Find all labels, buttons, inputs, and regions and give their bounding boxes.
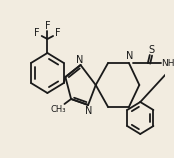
Text: S: S	[149, 45, 155, 55]
Text: N: N	[85, 106, 93, 116]
Text: N: N	[126, 51, 133, 61]
Text: F: F	[34, 28, 40, 38]
Text: F: F	[55, 28, 61, 38]
Text: N: N	[76, 55, 83, 65]
Text: CH₃: CH₃	[50, 104, 66, 113]
Text: F: F	[45, 21, 50, 31]
Text: NH: NH	[161, 58, 174, 67]
